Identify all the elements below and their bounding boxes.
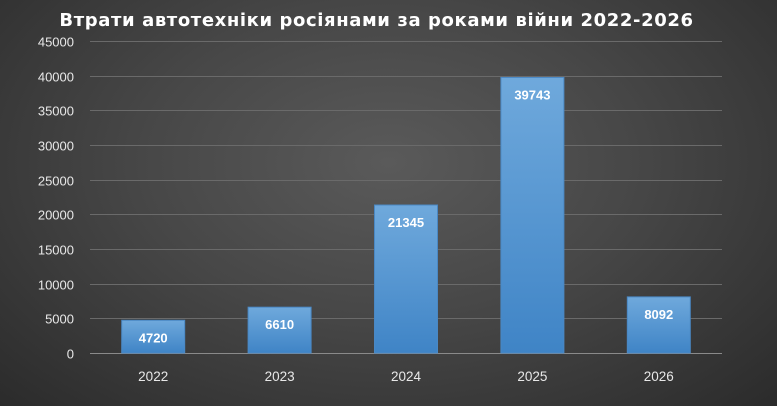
y-axis: 0 5000 10000 15000 20000 25000 30000 35000 40000…	[38, 35, 74, 362]
y-tick-label: 10000	[38, 278, 74, 293]
data-labels: 4720 6610 21345 39743 8092	[139, 87, 674, 345]
data-label-2026: 8092	[644, 307, 673, 322]
y-tick-label: 30000	[38, 139, 74, 154]
x-tick-label: 2022	[138, 369, 168, 384]
data-label-2024: 21345	[388, 215, 424, 230]
x-tick-label: 2025	[517, 369, 547, 384]
y-tick-label: 15000	[38, 243, 74, 258]
y-tick-label: 35000	[38, 104, 74, 119]
bar-2022	[121, 319, 186, 354]
data-label-2022: 4720	[139, 330, 168, 345]
bars	[121, 76, 691, 354]
data-label-2025: 39743	[514, 87, 550, 102]
y-tick-label: 0	[67, 347, 74, 362]
x-tick-label: 2023	[265, 369, 295, 384]
bar-2026	[626, 296, 691, 354]
bar-2024	[374, 204, 438, 354]
x-tick-label: 2024	[391, 369, 422, 384]
bar-2023	[247, 306, 312, 354]
y-tick-label: 25000	[38, 174, 74, 189]
data-label-2023: 6610	[265, 317, 294, 332]
y-tick-label: 40000	[38, 70, 74, 85]
y-tick-label: 45000	[38, 35, 74, 50]
x-axis: 2022 2023 2024 2025 2026	[138, 369, 674, 384]
y-tick-label: 5000	[45, 312, 74, 327]
x-tick-label: 2026	[644, 369, 674, 384]
chart-title: Втрати автотехніки росіянами за роками в…	[59, 10, 694, 31]
y-tick-label: 20000	[38, 208, 74, 223]
bar-2025	[500, 76, 565, 354]
